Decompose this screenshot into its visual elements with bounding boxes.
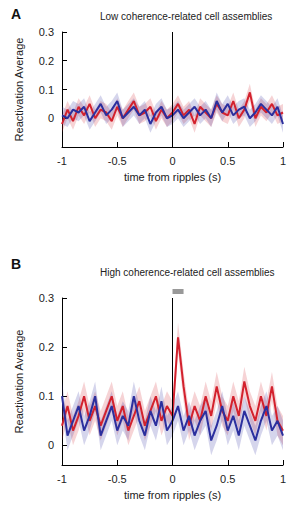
svg-text:0: 0 bbox=[48, 439, 54, 451]
svg-text:Reactivation Average: Reactivation Average bbox=[13, 38, 25, 142]
svg-text:time from ripples (s): time from ripples (s) bbox=[124, 489, 221, 501]
svg-text:0: 0 bbox=[169, 155, 175, 167]
svg-text:Low coherence-related cell ass: Low coherence-related cell assemblies bbox=[100, 11, 272, 22]
svg-text:0.3: 0.3 bbox=[39, 26, 54, 38]
svg-text:-0.5: -0.5 bbox=[108, 473, 127, 485]
svg-text:0: 0 bbox=[169, 473, 175, 485]
svg-text:B: B bbox=[11, 256, 21, 272]
svg-text:0.3: 0.3 bbox=[39, 292, 54, 304]
svg-text:High coherence-related cell as: High coherence-related cell assemblies bbox=[100, 267, 275, 278]
svg-text:0.1: 0.1 bbox=[39, 390, 54, 402]
svg-text:-0.5: -0.5 bbox=[108, 155, 127, 167]
svg-text:0: 0 bbox=[48, 112, 54, 124]
svg-text:time from ripples (s): time from ripples (s) bbox=[124, 171, 221, 183]
svg-text:-1: -1 bbox=[57, 155, 67, 167]
svg-text:0.2: 0.2 bbox=[39, 341, 54, 353]
svg-text:0.5: 0.5 bbox=[220, 155, 235, 167]
svg-text:0.2: 0.2 bbox=[39, 55, 54, 67]
svg-text:-1: -1 bbox=[57, 473, 67, 485]
svg-text:0.1: 0.1 bbox=[39, 84, 54, 96]
svg-text:A: A bbox=[11, 6, 21, 22]
svg-text:1: 1 bbox=[280, 155, 286, 167]
svg-text:Reactivation Average: Reactivation Average bbox=[13, 330, 25, 434]
svg-text:1: 1 bbox=[280, 473, 286, 485]
svg-text:0.5: 0.5 bbox=[220, 473, 235, 485]
